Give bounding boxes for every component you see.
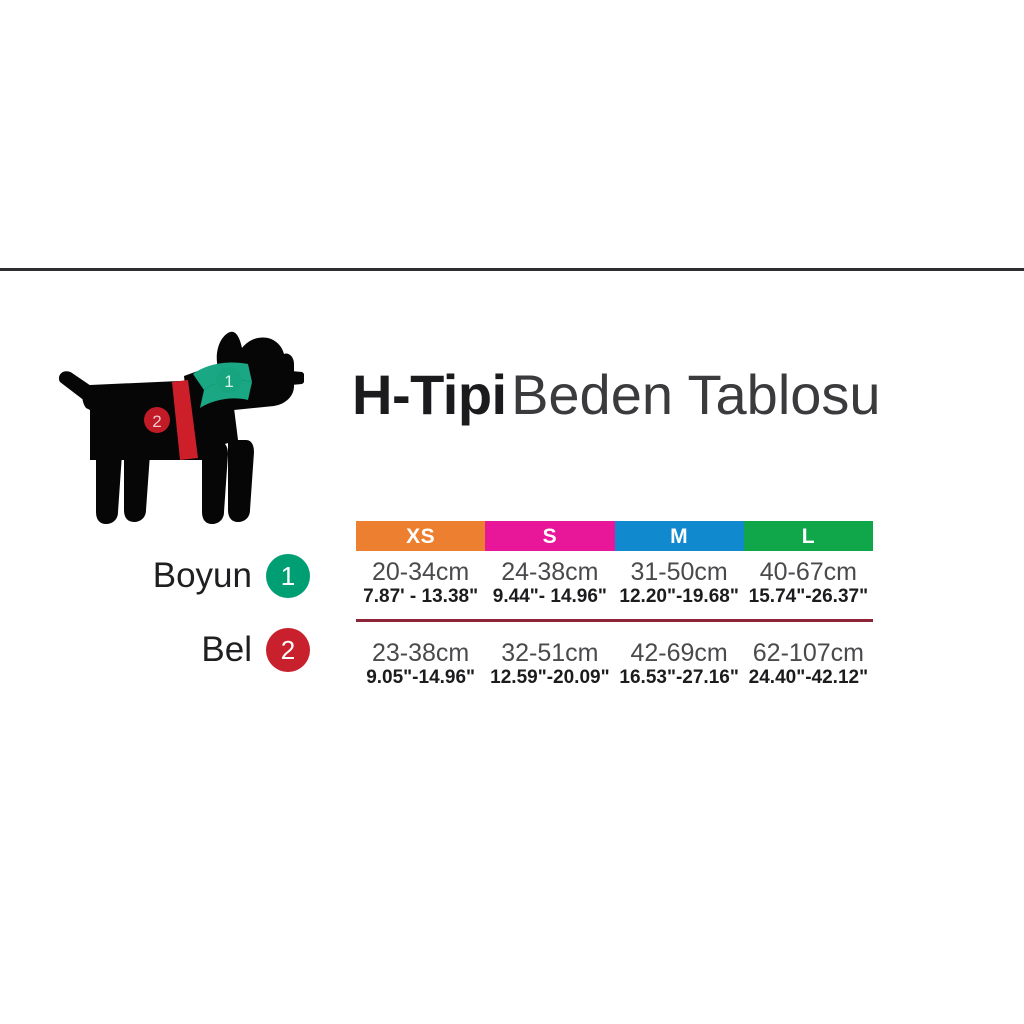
measurement-label-bel: Bel 2	[130, 628, 310, 672]
table-row: 23-38cm 9.05"-14.96" 32-51cm 12.59"-20.0…	[356, 632, 873, 689]
chest-marker-badge: 2	[144, 407, 170, 433]
value-cm: 20-34cm	[371, 558, 470, 586]
value-inch: 9.44"- 14.96"	[492, 586, 607, 608]
value-inch: 16.53"-27.16"	[619, 667, 739, 689]
size-header-xs: XS	[356, 521, 486, 551]
measurement-badge-1: 1	[266, 554, 310, 598]
value-inch: 9.05"-14.96"	[366, 667, 476, 689]
value-cm: 42-69cm	[630, 639, 728, 668]
measurement-label-text: Boyun	[152, 556, 252, 595]
dog-body-shape	[58, 331, 304, 524]
value-cm: 23-38cm	[371, 639, 470, 668]
value-cm: 24-38cm	[501, 558, 599, 586]
row-spacer	[356, 622, 873, 632]
value-cm: 62-107cm	[752, 639, 864, 668]
table-cell-boyun-s: 24-38cm 9.44"- 14.96"	[485, 551, 614, 608]
row-divider	[356, 619, 873, 623]
table-row: 20-34cm 7.87' - 13.38" 24-38cm 9.44"- 14…	[356, 551, 873, 608]
neck-marker-badge: 1	[216, 367, 242, 393]
table-cell-bel-l: 62-107cm 24.40"-42.12"	[744, 632, 873, 689]
title-strong: H-Tipi	[352, 363, 507, 426]
table-cell-boyun-l: 40-67cm 15.74"-26.37"	[744, 551, 873, 608]
size-table-header-row: XS S M L	[356, 521, 873, 551]
value-cm: 32-51cm	[501, 639, 599, 668]
size-header-s: S	[485, 521, 615, 551]
table-cell-boyun-xs: 20-34cm 7.87' - 13.38"	[356, 551, 485, 608]
size-header-m: M	[614, 521, 744, 551]
table-cell-bel-m: 42-69cm 16.53"-27.16"	[615, 632, 744, 689]
table-cell-bel-s: 32-51cm 12.59"-20.09"	[485, 632, 614, 689]
measurement-label-text: Bel	[201, 630, 252, 669]
measurement-label-boyun: Boyun 1	[130, 554, 310, 598]
size-table: XS S M L 20-34cm 7.87' - 13.38" 24-38cm …	[356, 521, 873, 689]
title-light: Beden Tablosu	[511, 363, 881, 426]
page-title: H-Tipi Beden Tablosu	[352, 362, 881, 427]
table-cell-bel-xs: 23-38cm 9.05"-14.96"	[356, 632, 485, 689]
svg-text:2: 2	[152, 412, 161, 431]
chest-band	[172, 380, 198, 460]
dog-silhouette-illustration: 1 2	[52, 330, 304, 530]
svg-text:1: 1	[224, 372, 233, 391]
value-cm: 31-50cm	[630, 558, 728, 586]
value-inch: 24.40"-42.12"	[748, 667, 869, 689]
value-inch: 15.74"-26.37"	[748, 586, 869, 608]
top-divider	[0, 268, 1024, 271]
table-cell-boyun-m: 31-50cm 12.20"-19.68"	[615, 551, 744, 608]
value-inch: 12.20"-19.68"	[619, 586, 739, 608]
value-inch: 12.59"-20.09"	[490, 667, 610, 689]
value-inch: 7.87' - 13.38"	[363, 586, 479, 608]
measurement-badge-2: 2	[266, 628, 310, 672]
value-cm: 40-67cm	[759, 558, 857, 586]
size-header-l: L	[743, 521, 873, 551]
